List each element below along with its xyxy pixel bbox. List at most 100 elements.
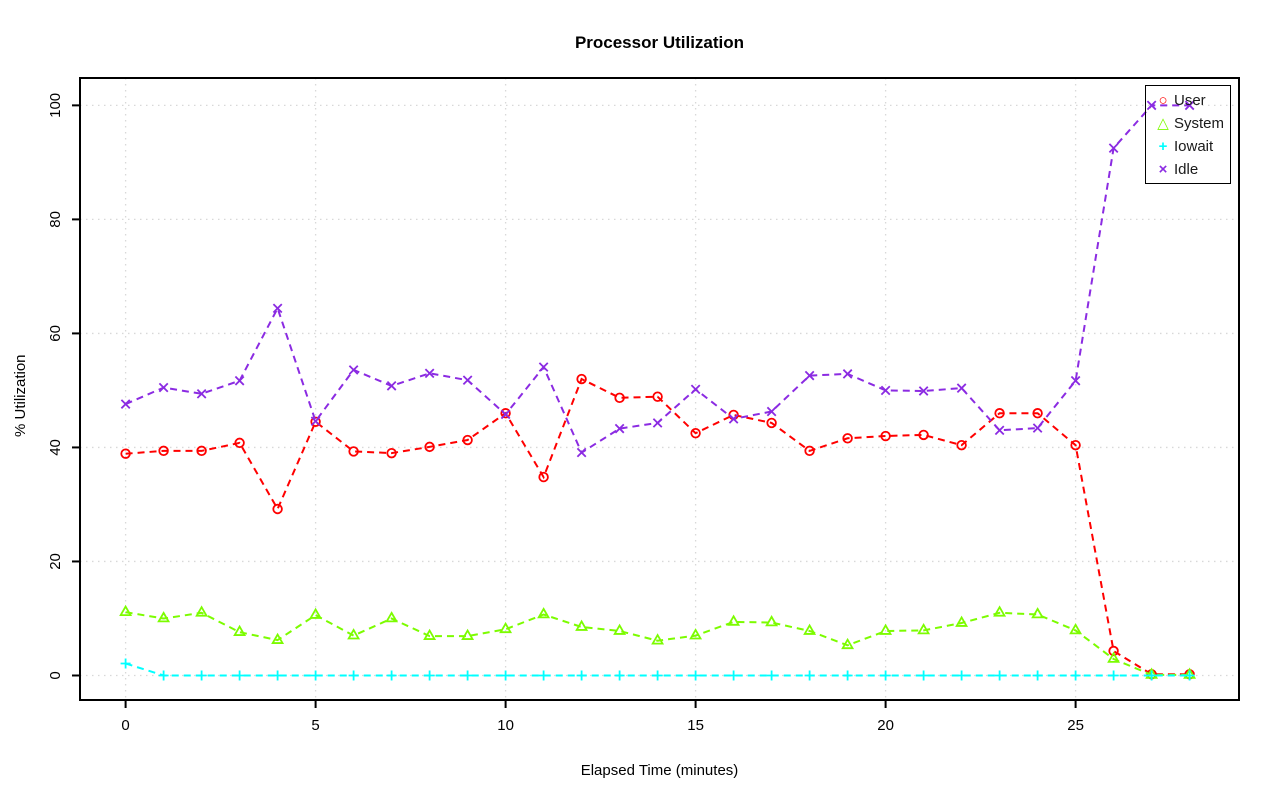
data-point-circle — [120, 448, 131, 459]
data-point-plus — [842, 670, 853, 681]
data-point-plus — [918, 670, 929, 681]
data-point-triangle — [727, 614, 741, 626]
data-point-x — [310, 416, 321, 427]
data-point-plus — [462, 670, 473, 681]
data-point-triangle — [309, 607, 323, 619]
legend-label: Iowait — [1174, 138, 1214, 155]
data-point-plus — [690, 670, 701, 681]
x-tick-label: 25 — [1067, 717, 1084, 734]
data-point-plus — [538, 670, 549, 681]
data-point-plus — [614, 670, 625, 681]
data-point-triangle — [613, 623, 627, 635]
data-point-circle — [234, 437, 245, 449]
legend: ○ User △ System + Iowait × Idle — [1145, 85, 1231, 184]
data-point-circle — [538, 471, 549, 483]
data-point-circle — [462, 434, 473, 446]
data-point-circle — [424, 441, 435, 453]
data-point-x — [272, 303, 283, 314]
data-point-x — [994, 425, 1005, 436]
data-point-plus — [1032, 670, 1043, 681]
data-point-triangle — [879, 623, 893, 635]
data-point-x — [918, 386, 929, 396]
data-point-plus — [500, 670, 511, 681]
data-point-triangle — [917, 623, 931, 635]
data-point-triangle — [955, 615, 969, 627]
series-line-system — [125, 611, 1190, 676]
data-point-x — [386, 381, 397, 391]
x-tick-label: 20 — [877, 717, 894, 734]
plot-box — [79, 77, 1240, 701]
legend-label: System — [1174, 115, 1225, 132]
data-point-x — [348, 365, 359, 375]
user-circle-marker-icon: ○ — [1158, 92, 1168, 109]
data-point-plus — [1146, 670, 1157, 681]
data-point-triangle — [765, 615, 779, 627]
data-point-triangle — [689, 628, 703, 640]
data-point-x — [690, 384, 701, 395]
data-point-triangle — [537, 607, 551, 619]
data-point-x — [538, 362, 549, 372]
iowait-plus-marker-icon: + — [1158, 138, 1168, 155]
data-point-triangle — [385, 611, 399, 623]
data-point-circle — [766, 417, 777, 429]
data-point-circle — [918, 429, 929, 441]
data-point-plus — [880, 670, 891, 681]
chart-title: Processor Utilization — [574, 33, 745, 52]
data-point-triangle — [347, 628, 361, 640]
data-point-x — [1184, 100, 1195, 111]
data-point-x — [880, 385, 891, 396]
data-point-triangle — [1107, 651, 1121, 663]
data-point-triangle — [271, 632, 285, 644]
data-point-x — [804, 370, 815, 381]
data-point-triangle — [1069, 623, 1083, 635]
x-tick-label: 15 — [687, 717, 704, 734]
x-tick-label: 0 — [121, 717, 129, 734]
series-line-user — [125, 377, 1190, 676]
y-tick-label: 60 — [47, 325, 64, 342]
data-point-plus — [1070, 670, 1081, 681]
data-point-circle — [386, 447, 397, 459]
y-axis-title: % Utilization — [12, 354, 29, 437]
data-point-plus — [1108, 670, 1119, 681]
data-point-plus — [956, 670, 967, 681]
legend-label: User — [1174, 92, 1206, 109]
data-point-circle — [500, 408, 511, 419]
data-point-circle — [804, 445, 815, 457]
data-point-x — [462, 375, 473, 385]
data-point-plus — [728, 670, 739, 681]
data-point-circle — [272, 503, 283, 515]
data-point-triangle — [423, 628, 437, 640]
data-point-x — [1032, 423, 1043, 433]
data-point-circle — [690, 427, 701, 439]
data-point-plus — [234, 670, 245, 681]
data-point-circle — [196, 445, 207, 457]
data-point-plus — [1184, 670, 1195, 681]
data-point-x — [500, 409, 511, 420]
x-tick-label: 5 — [311, 717, 319, 734]
data-point-circle — [158, 445, 169, 457]
data-point-plus — [196, 670, 207, 681]
y-tick-label: 40 — [47, 439, 64, 456]
y-tick-label: 100 — [47, 93, 64, 118]
system-triangle-marker-icon: △ — [1157, 115, 1169, 132]
data-point-triangle — [499, 621, 513, 634]
idle-x-marker-icon: × — [1158, 161, 1168, 178]
data-point-triangle — [841, 637, 855, 650]
data-point-triangle — [803, 623, 817, 635]
data-point-triangle — [1031, 607, 1045, 619]
data-point-x — [196, 389, 207, 399]
x-axis-title: Elapsed Time (minutes) — [580, 762, 739, 779]
data-point-circle — [310, 416, 321, 427]
legend-item-iowait: + Iowait — [1152, 135, 1230, 158]
data-point-x — [1070, 375, 1081, 386]
data-point-circle — [842, 433, 853, 444]
data-point-plus — [766, 670, 777, 681]
data-point-circle — [1032, 408, 1043, 419]
data-point-triangle — [993, 605, 1007, 617]
x-tick-label: 10 — [497, 717, 514, 734]
data-point-circle — [994, 408, 1005, 419]
data-point-x — [956, 383, 967, 393]
data-point-triangle — [651, 633, 665, 645]
